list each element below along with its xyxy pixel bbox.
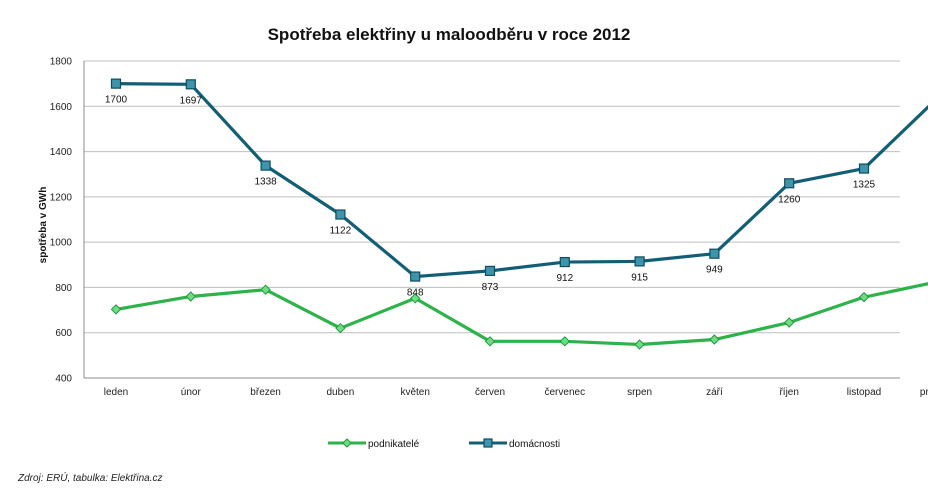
data-label-domacnosti: 949: [706, 265, 723, 276]
x-tick-label: listopad: [847, 387, 881, 398]
y-tick-labels: 400 600 800 1000 1200 1400 1600 1800: [50, 57, 73, 385]
y-tick-label: 1200: [50, 192, 73, 203]
y-tick-label: 800: [55, 283, 72, 294]
legend: podnikatelé domácnosti: [328, 438, 560, 450]
x-tick-label: leden: [104, 387, 128, 398]
data-point-domacnosti: [335, 209, 346, 220]
data-point-podnikatele: [783, 317, 795, 328]
data-point-podnikatele: [185, 291, 197, 302]
y-tick-label: 1000: [50, 238, 73, 249]
data-point-podnikatele: [559, 336, 571, 347]
data-point-podnikatele: [335, 322, 346, 334]
source-note: Zdroj: ERÚ, tabulka: Elektřina.cz: [17, 471, 163, 484]
x-tick-label: duben: [326, 387, 354, 398]
y-tick-label: 1800: [50, 57, 73, 68]
data-point-podnikatele: [484, 336, 496, 347]
legend-label-domacnosti: domácnosti: [509, 439, 560, 450]
x-tick-label: červenec: [545, 387, 586, 398]
data-point-domacnosti: [709, 248, 720, 259]
series-line-domacnosti: [115, 82, 928, 279]
data-point-podnikatele: [409, 293, 421, 304]
x-tick-labels: leden únor březen duben květen červen červenec…: [104, 387, 928, 398]
legend-label-podnikatele: podnikatelé: [368, 439, 420, 450]
x-tick-label: březen: [250, 387, 281, 398]
data-label-domacnosti: 1325: [853, 180, 876, 191]
x-tick-label: únor: [181, 387, 202, 398]
data-label-domacnosti: 1697: [180, 95, 203, 106]
data-point-podnikatele: [110, 304, 122, 315]
data-point-domacnosti: [858, 163, 870, 174]
x-tick-label: květen: [400, 387, 429, 398]
data-label-domacnosti: 1700: [105, 95, 128, 106]
data-label-domacnosti: 1122: [330, 226, 352, 237]
data-point-domacnosti: [559, 256, 570, 268]
x-tick-label: září: [706, 387, 723, 398]
data-point-domacnosti: [484, 265, 496, 276]
data-point-domacnosti: [410, 271, 421, 282]
data-label-domacnosti: 915: [631, 272, 648, 283]
y-tick-label: 1600: [50, 102, 73, 113]
legend-marker-domacnosti: [483, 438, 493, 448]
data-point-podnikatele: [634, 339, 645, 350]
y-tick-label: 600: [55, 328, 72, 339]
data-point-podnikatele: [260, 284, 271, 295]
data-point-podnikatele: [709, 334, 720, 345]
chart-title: Spotřeba elektřiny u maloodběru v roce 2…: [268, 25, 631, 44]
data-point-domacnosti: [784, 178, 795, 189]
legend-marker-podnikatele: [342, 438, 352, 448]
data-point-podnikatele: [858, 291, 870, 303]
data-label-domacnosti: 912: [556, 273, 573, 284]
data-point-domacnosti: [185, 79, 196, 90]
x-tick-label: červen: [475, 387, 505, 398]
data-point-domacnosti: [634, 256, 645, 267]
data-label-domacnosti: 1338: [254, 177, 277, 188]
x-tick-label: říjen: [779, 387, 798, 398]
y-tick-label: 400: [55, 374, 72, 385]
data-point-domacnosti: [110, 78, 122, 89]
y-axis-label: spotřeba v GWh: [38, 187, 49, 264]
data-label-domacnosti: 1260: [778, 194, 801, 205]
data-label-domacnosti: 873: [482, 282, 499, 293]
series-line-podnikatele: [115, 282, 928, 347]
x-tick-label: srpen: [627, 387, 652, 398]
gridlines: [83, 60, 900, 379]
y-tick-label: 1400: [50, 147, 73, 158]
data-point-domacnosti: [260, 160, 271, 171]
data-label-domacnosti: 848: [407, 288, 424, 299]
x-tick-label: prosinec: [920, 387, 928, 398]
series-group: 1700169713381122848873912915949126013251…: [105, 78, 928, 350]
